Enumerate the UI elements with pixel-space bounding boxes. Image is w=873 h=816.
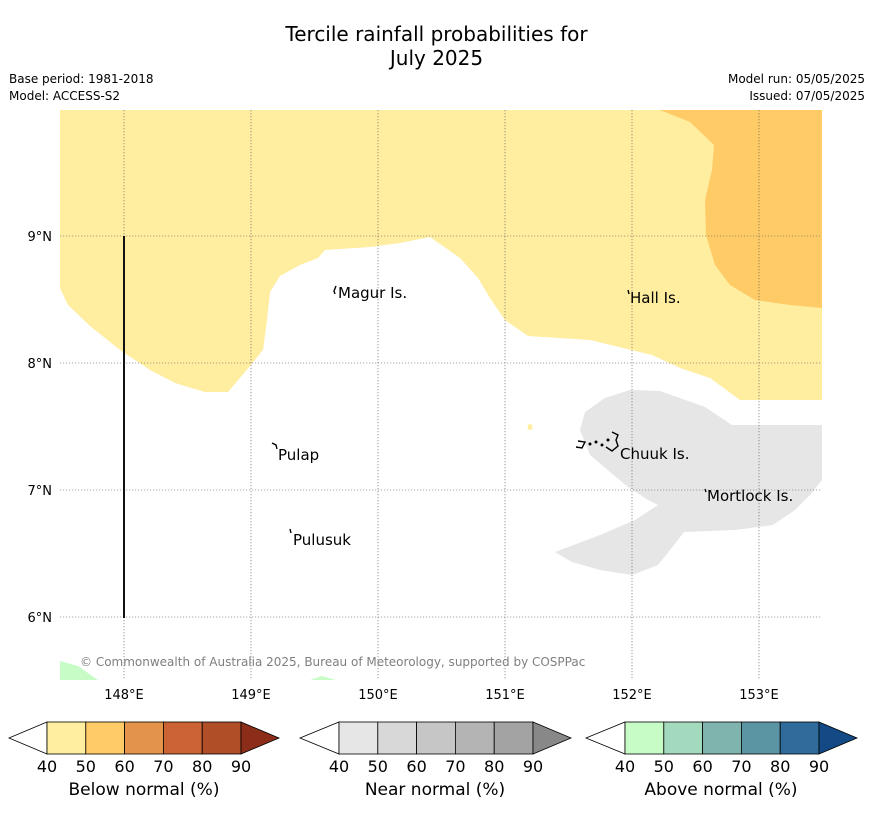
colorbar-tick-label: 80	[770, 757, 790, 776]
colorbar-segment	[741, 721, 781, 755]
colorbar-title-above: Above normal (%)	[644, 780, 798, 800]
colorbar-tick-label: 90	[809, 757, 829, 776]
colorbar-tick-label: 90	[523, 757, 543, 776]
colorbar-over-triangle	[240, 721, 281, 755]
colorbar-tick-label: 40	[615, 757, 635, 776]
colorbar-tick-label: 40	[329, 757, 349, 776]
place-label: Pulusuk	[293, 531, 351, 549]
place-label: Hall Is.	[630, 289, 681, 307]
colorbar-tick-label: 60	[406, 757, 426, 776]
meta-left: Base period: 1981-2018 Model: ACCESS-S2	[9, 71, 154, 105]
magur-island-shape	[333, 285, 337, 295]
lon-tick-label: 149°E	[231, 688, 271, 703]
colorbar-title-near: Near normal (%)	[364, 780, 506, 800]
islands	[271, 285, 707, 534]
colorbar-tick-label: 70	[153, 757, 173, 776]
colorbar-segment	[454, 721, 495, 755]
colorbar-segment	[338, 721, 379, 755]
below-normal-spot	[527, 424, 533, 430]
colorbar-tick-label: 50	[654, 757, 674, 776]
colorbar-under-triangle	[584, 721, 626, 755]
colorbar-segment	[124, 721, 164, 755]
colorbar-tick-label: 70	[731, 757, 751, 776]
lon-tick-label: 151°E	[485, 688, 525, 703]
colorbar-segment	[779, 721, 820, 755]
colorbar-segment	[162, 721, 203, 755]
colorbar-segment	[416, 721, 456, 755]
place-label: Pulap	[278, 446, 319, 464]
colorbar-segment	[201, 721, 242, 755]
colorbar-tick-label: 60	[114, 757, 134, 776]
colorbar-segment	[46, 721, 87, 755]
colorbar-segment	[85, 721, 126, 755]
mortlock-island-shape	[704, 488, 707, 493]
lat-tick-label: 6°N	[28, 611, 53, 626]
colorbar-segment	[663, 721, 703, 755]
colorbar-below: 40 50 60 70 80 90	[7, 721, 281, 776]
colorbar-above: 40 50 60 70 80 90	[584, 721, 859, 776]
map-area	[60, 110, 822, 680]
lon-tick-label: 152°E	[612, 688, 652, 703]
near-normal-40-50-region	[555, 390, 822, 575]
colorbar-under-triangle	[7, 721, 48, 755]
lat-tick-label: 8°N	[28, 357, 53, 372]
colorbar-tick-label: 50	[368, 757, 388, 776]
title-line-2: July 2025	[389, 46, 484, 70]
colorbar-segment	[493, 721, 534, 755]
colorbar-tick-label: 40	[37, 757, 57, 776]
below-normal-50-60-region	[660, 110, 822, 308]
colorbar-over-triangle	[532, 721, 573, 755]
place-label: Chuuk Is.	[620, 445, 689, 463]
colorbar-tick-label: 60	[692, 757, 712, 776]
lon-tick-label: 153°E	[739, 688, 779, 703]
colorbar-tick-label: 90	[231, 757, 251, 776]
pulap-island-shape	[271, 442, 278, 450]
colorbar-segment	[702, 721, 742, 755]
colorbar-segment	[377, 721, 417, 755]
meta-right: Model run: 05/05/2025 Issued: 07/05/2025	[728, 71, 865, 105]
colorbar-title-below: Below normal (%)	[68, 780, 220, 800]
model-run: Model run: 05/05/2025	[727, 72, 865, 86]
colorbar-tick-label: 50	[76, 757, 96, 776]
chuuk-island-shape	[575, 431, 619, 452]
title-line-1: Tercile rainfall probabilities for	[285, 22, 588, 46]
colorbar-over-triangle	[818, 721, 859, 755]
lat-tick-label: 9°N	[28, 230, 53, 245]
below-normal-40-50-region	[60, 110, 822, 400]
above-normal-40-50-region-2	[310, 676, 336, 680]
colorbar-segment	[624, 721, 665, 755]
lon-tick-label: 150°E	[358, 688, 398, 703]
colorbar-near: 40 50 60 70 80 90	[298, 721, 573, 776]
pulusuk-island-shape	[289, 528, 292, 534]
colorbar-tick-label: 80	[484, 757, 504, 776]
colorbar-legends: 40 50 60 70 80 90 40 50 60 70 80 90 40 50 60 70 80 90	[7, 721, 859, 776]
colorbar-tick-label: 80	[192, 757, 212, 776]
map-title: Tercile rainfall probabilities for July …	[0, 22, 873, 70]
place-label: Mortlock Is.	[707, 487, 793, 505]
issued-date: Issued: 07/05/2025	[749, 89, 865, 103]
colorbar-tick-label: 70	[445, 757, 465, 776]
copyright-notice: © Commonwealth of Australia 2025, Bureau…	[80, 655, 585, 669]
lon-tick-label: 148°E	[104, 688, 144, 703]
colorbar-under-triangle	[298, 721, 340, 755]
hall-island-shape	[627, 289, 630, 295]
above-normal-40-50-region	[60, 661, 98, 680]
base-period: Base period: 1981-2018	[9, 72, 154, 86]
lat-tick-label: 7°N	[28, 484, 53, 499]
model-name: Model: ACCESS-S2	[9, 89, 121, 103]
place-label: Magur Is.	[338, 284, 407, 302]
